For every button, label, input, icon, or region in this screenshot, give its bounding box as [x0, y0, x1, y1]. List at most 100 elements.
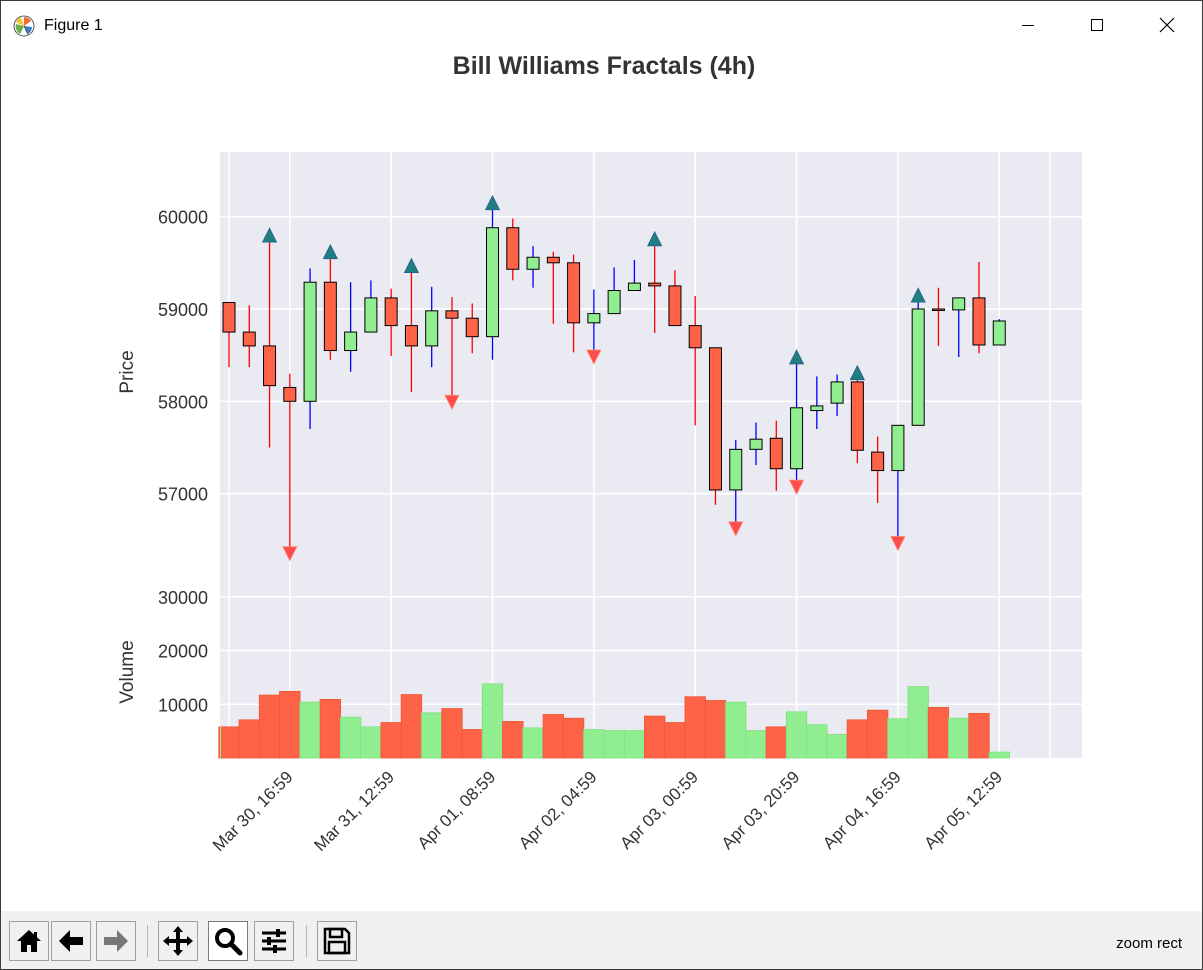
candle-body [263, 345, 277, 387]
candle-body [931, 308, 945, 311]
subplots-button[interactable] [254, 921, 294, 961]
bullish-fractal-marker [788, 479, 805, 496]
candle-body [850, 381, 864, 451]
toolbar-separator [306, 925, 307, 957]
candle-body [992, 320, 1006, 346]
floppy-icon [323, 927, 351, 955]
figure-canvas[interactable]: Bill Williams Fractals (4h) 57000 58000 59… [1, 1, 1202, 906]
close-button[interactable] [1144, 5, 1190, 45]
candle-body [871, 451, 885, 472]
candle-body [242, 331, 256, 347]
candle-body [445, 310, 459, 319]
volume-bar [238, 719, 260, 759]
volume-bar [481, 683, 504, 759]
volume-bar [421, 712, 443, 759]
candle-body [486, 227, 500, 338]
volume-bar [887, 718, 909, 759]
volume-bar [684, 696, 706, 759]
bearish-fractal-marker [484, 194, 501, 211]
volume-bar [279, 690, 301, 759]
volume-bar [461, 729, 483, 759]
candle-body [749, 438, 763, 450]
price-tick-label: 59000 [158, 300, 208, 320]
bearish-fractal-marker [849, 364, 866, 381]
candle-body [952, 297, 966, 311]
toolbar-status: zoom rect [1116, 935, 1182, 952]
candle-body [364, 297, 378, 333]
bullish-fractal-marker [282, 546, 298, 562]
volume-bar [623, 730, 646, 759]
price-tick-label: 57000 [158, 485, 208, 505]
back-button[interactable] [51, 921, 91, 961]
bearish-fractal-marker [788, 349, 805, 365]
candle-body [810, 405, 824, 412]
volume-bar [968, 712, 990, 759]
volume-tick-label: 30000 [158, 588, 208, 608]
volume-bar [380, 722, 402, 759]
bearish-fractal-marker [322, 243, 338, 260]
candle-body [790, 407, 804, 470]
volume-bar [583, 729, 605, 759]
matplotlib-logo-icon [13, 15, 35, 37]
candle-body [769, 437, 783, 470]
volume-tick-label: 10000 [158, 695, 208, 715]
volume-bar [522, 727, 544, 759]
candle-body [546, 256, 560, 264]
volume-bar [745, 730, 767, 759]
magnifier-icon [215, 928, 243, 956]
volume-bar [866, 709, 889, 759]
candle-body [587, 313, 601, 324]
volume-bar [360, 726, 382, 759]
bearish-fractal-marker [910, 287, 926, 303]
volume-bar [319, 699, 342, 759]
candle-body [384, 297, 398, 327]
candle-body [891, 424, 905, 472]
forward-button[interactable] [96, 921, 136, 961]
candle-body [729, 448, 743, 491]
candle-body [283, 386, 297, 402]
volume-bar [765, 726, 787, 759]
candle-body [506, 227, 520, 270]
candle-body [567, 262, 581, 324]
candle-body [323, 281, 337, 352]
candle-body [911, 308, 925, 426]
candle-body [688, 325, 702, 349]
zoom-button[interactable] [208, 921, 248, 961]
volume-bar [339, 716, 362, 759]
volume-bar [562, 717, 585, 759]
price-tick-label: 60000 [158, 208, 208, 228]
volume-bar [603, 730, 625, 759]
candle-body [303, 281, 317, 402]
price-axis-label: Price [117, 350, 138, 393]
candle-body [344, 331, 358, 352]
save-button[interactable] [317, 921, 357, 961]
maximize-button[interactable] [1074, 5, 1120, 45]
volume-bar [704, 700, 727, 759]
minimize-button[interactable] [1005, 5, 1051, 45]
candle-body [607, 290, 621, 315]
volume-bar [948, 717, 970, 759]
price-tick-label: 58000 [158, 392, 208, 412]
maximize-icon [1091, 19, 1103, 31]
candle-body [972, 297, 986, 346]
volume-bar [988, 751, 1010, 759]
candle-body [404, 325, 418, 347]
volume-axis-label: Volume [117, 640, 138, 703]
arrow-left-icon [59, 930, 83, 952]
volume-tick-label: 20000 [158, 642, 208, 662]
volume-bar [400, 694, 423, 759]
volume-bar [725, 701, 747, 759]
candle-body [465, 317, 479, 338]
volume-bar [542, 714, 564, 759]
volume-bar [502, 721, 524, 759]
bullish-fractal-marker [890, 536, 906, 552]
volume-bar [826, 733, 848, 759]
volume-bar [644, 715, 666, 759]
pan-button[interactable] [158, 921, 198, 961]
candle-body [222, 302, 236, 333]
volume-bar-edge [220, 726, 221, 758]
candle-body [830, 381, 844, 404]
bearish-fractal-marker [647, 230, 663, 247]
home-button[interactable] [9, 921, 49, 961]
